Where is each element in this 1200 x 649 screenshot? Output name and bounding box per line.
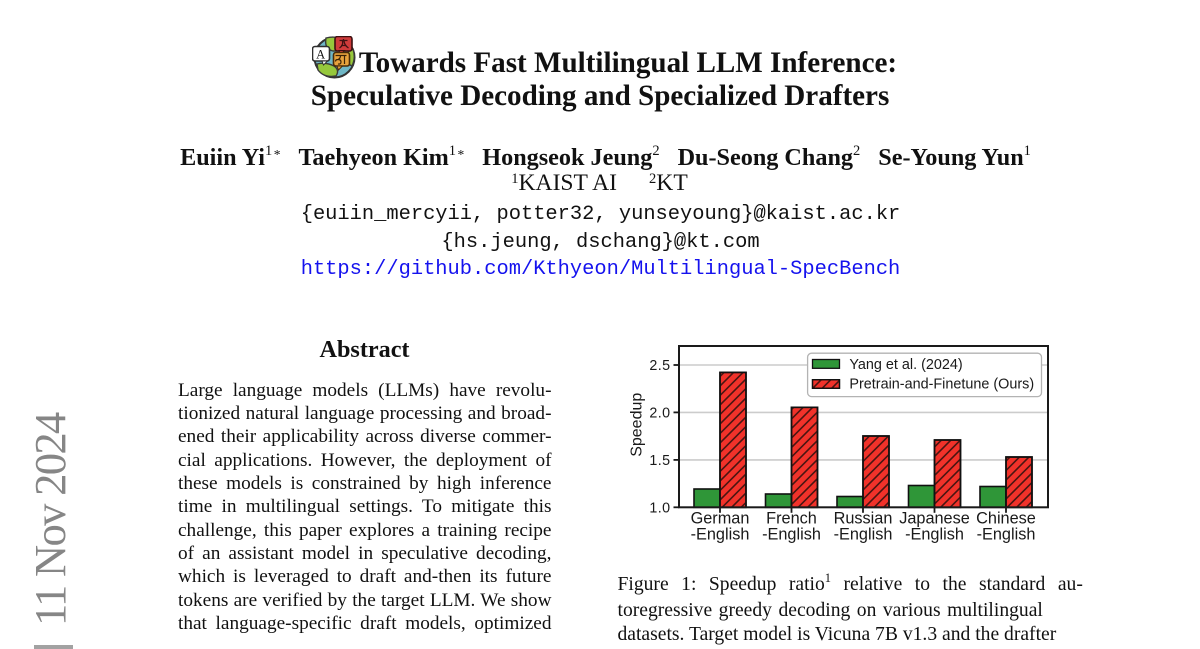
svg-text:-English: -English	[762, 526, 821, 544]
svg-text:1.5: 1.5	[649, 453, 670, 469]
svg-text:-English: -English	[977, 526, 1036, 544]
svg-text:-English: -English	[834, 526, 893, 544]
svg-text:2.5: 2.5	[649, 358, 670, 374]
svg-text:Yang et al. (2024): Yang et al. (2024)	[849, 357, 962, 373]
svg-text:French: French	[766, 510, 817, 528]
svg-text:Japanese: Japanese	[899, 510, 970, 528]
svg-text:German: German	[691, 510, 750, 528]
svg-text:Russian: Russian	[834, 510, 893, 528]
svg-text:Pretrain-and-Finetune (Ours): Pretrain-and-Finetune (Ours)	[849, 377, 1034, 393]
svg-text:Chinese: Chinese	[976, 510, 1036, 528]
svg-text:1.0: 1.0	[649, 501, 670, 517]
svg-text:2.0: 2.0	[649, 406, 670, 422]
svg-text:Speedup: Speedup	[629, 393, 646, 457]
svg-text:-English: -English	[905, 526, 964, 544]
svg-text:-English: -English	[691, 526, 750, 544]
svg-text:A: A	[316, 48, 325, 62]
